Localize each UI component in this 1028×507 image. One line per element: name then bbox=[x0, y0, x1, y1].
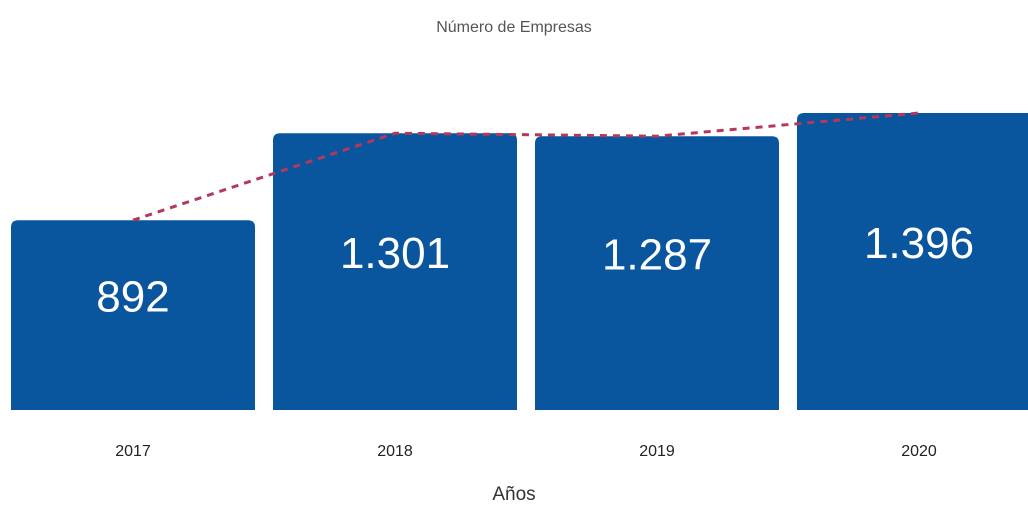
x-tick-label: 2019 bbox=[639, 443, 675, 460]
x-tick-label: 2020 bbox=[901, 443, 937, 460]
value-label: 892 bbox=[96, 273, 169, 322]
value-label: 1.301 bbox=[340, 229, 450, 278]
x-tick-label: 2018 bbox=[377, 443, 413, 460]
bar bbox=[273, 133, 517, 411]
bar bbox=[797, 113, 1028, 410]
trend-line bbox=[132, 111, 920, 222]
x-axis-label: Años bbox=[492, 484, 535, 505]
bar bbox=[11, 220, 255, 410]
value-label: 1.287 bbox=[602, 231, 712, 280]
value-label: 1.396 bbox=[864, 219, 974, 268]
chart-title: Número de Empresas bbox=[436, 19, 592, 36]
x-tick-label: 2017 bbox=[115, 443, 151, 460]
bar bbox=[535, 136, 779, 411]
